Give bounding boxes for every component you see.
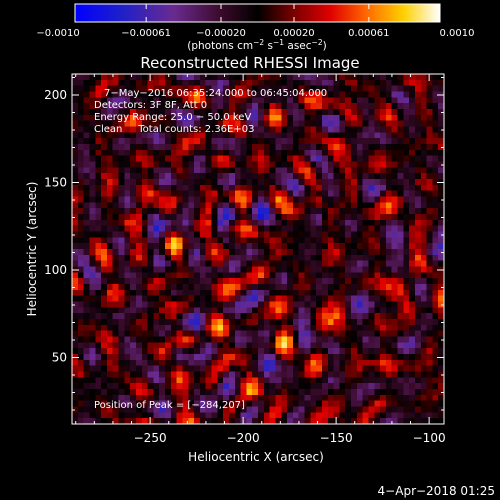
x-tick-label: −100 (413, 431, 446, 445)
x-tick-label: −200 (227, 431, 260, 445)
annotation-detectors: Detectors: 3F 8F, Att 0 (94, 100, 207, 111)
colorbar-tick-label: 0.00061 (348, 28, 389, 39)
y-axis-label: Heliocentric Y (arcsec) (25, 182, 39, 317)
annotation-time-range: 7−May−2016 06:35:24.000 to 06:45:04.000 (104, 88, 327, 99)
y-tick-label: 150 (44, 176, 67, 190)
x-tick-label: −150 (320, 431, 353, 445)
heatmap-image (72, 74, 444, 424)
colorbar: −0.0010 −0.00061 −0.00020 0.00020 0.00061 0.0… (36, 3, 475, 52)
colorbar-ticks: −0.0010 −0.00061 −0.00020 0.00020 0.00061 0.0… (36, 4, 475, 39)
colorbar-gradient (74, 3, 441, 23)
colorbar-tick-label: −0.00061 (121, 28, 171, 39)
y-tick-label: 100 (44, 263, 67, 277)
annotation-peak-position: Position of Peak = [−284,207] (94, 400, 245, 411)
plot-frame (71, 73, 445, 425)
x-tick-label: −250 (134, 431, 167, 445)
y-tick-label: 200 (44, 88, 67, 102)
colorbar-units: (photons cm−2 s−1 asec−2) (187, 38, 326, 52)
axes: −250 −200 −150 −100 50 100 150 200 (44, 74, 446, 445)
y-tick-label: 50 (52, 351, 67, 365)
annotations: 7−May−2016 06:35:24.000 to 06:45:04.000 … (94, 88, 327, 411)
annotation-clean-counts: Clean Total counts: 2.36E+03 (94, 124, 254, 135)
heatmap-pixels (72, 74, 444, 424)
colorbar-tick-label: 0.0010 (440, 28, 475, 39)
colorbar-tick-label: −0.00020 (196, 28, 246, 39)
annotation-energy-range: Energy Range: 25.0 − 50.0 keV (94, 112, 251, 123)
plot-timestamp: 4−Apr−2018 01:25 (378, 484, 495, 498)
x-axis-label: Heliocentric X (arcsec) (188, 450, 324, 464)
colorbar-tick-label: 0.00020 (273, 28, 314, 39)
colorbar-tick-label: −0.0010 (36, 28, 79, 39)
chart-title: Reconstructed RHESSI Image (140, 54, 359, 72)
